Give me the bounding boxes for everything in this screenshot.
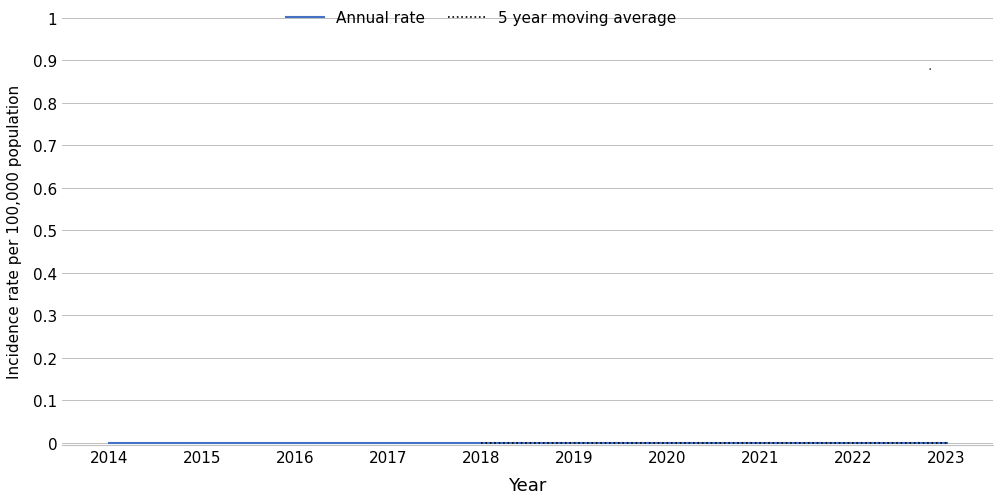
Text: .: . xyxy=(928,59,932,73)
X-axis label: Year: Year xyxy=(508,476,547,494)
Legend: Annual rate, 5 year moving average: Annual rate, 5 year moving average xyxy=(279,5,683,32)
Y-axis label: Incidence rate per 100,000 population: Incidence rate per 100,000 population xyxy=(7,85,22,379)
